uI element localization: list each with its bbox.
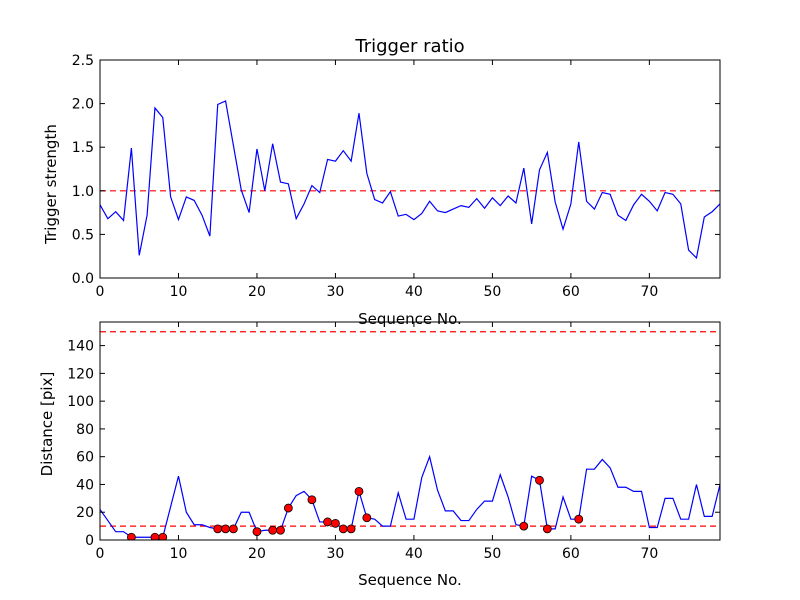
triggered-point xyxy=(323,517,332,527)
y-tick-label: 20 xyxy=(76,505,94,521)
y-axis-label: Distance [pix] xyxy=(38,372,56,477)
x-tick-label: 30 xyxy=(327,284,345,300)
plot-content xyxy=(100,331,720,540)
x-tick-label: 30 xyxy=(327,546,345,562)
x-tick-label: 50 xyxy=(483,284,501,300)
x-tick-label: 70 xyxy=(640,546,658,562)
triggered-point xyxy=(362,513,372,523)
triggered-point xyxy=(283,503,293,513)
triggered-point xyxy=(213,524,223,534)
triggered-point xyxy=(574,514,584,524)
x-tick-label: 60 xyxy=(562,546,580,562)
y-tick-label: 120 xyxy=(67,366,94,382)
series-line xyxy=(100,454,720,538)
x-tick-label: 0 xyxy=(96,284,105,300)
y-tick-label: 140 xyxy=(67,339,94,355)
triggered-point xyxy=(535,475,544,485)
y-tick-label: 0.0 xyxy=(72,271,94,287)
triggered-point xyxy=(354,487,364,496)
x-axis-label: Sequence No. xyxy=(358,571,462,589)
trigger-ratio-plot-area: 0 10 20 30 40 50 60 70 0.0 0.5 1.0 1.5 2.0 2.5 xyxy=(72,53,721,300)
y-tick-label: 0 xyxy=(85,533,94,549)
x-tick-label: 20 xyxy=(248,284,266,300)
distance-plot-area: 0 10 20 30 40 50 60 70 0 20 40 60 80 100 120 140 xyxy=(67,321,721,562)
x-tick-label: 0 xyxy=(96,546,105,562)
y-tick-label: 2.5 xyxy=(72,53,94,69)
triggered-point xyxy=(126,532,136,540)
plot-content xyxy=(100,100,720,260)
triggered-point xyxy=(268,525,278,535)
y-tick-label: 0.5 xyxy=(72,227,94,243)
y-tick-label: 80 xyxy=(76,422,94,438)
triggered-point xyxy=(229,524,238,534)
series-line xyxy=(100,100,720,260)
y-tick-label: 100 xyxy=(67,394,94,410)
axes-frame xyxy=(99,321,721,541)
y-tick-label: 40 xyxy=(76,477,94,493)
x-tick-label: 50 xyxy=(483,546,501,562)
triggered-point xyxy=(158,532,168,540)
chart-title: Trigger ratio xyxy=(354,36,464,57)
y-tick-label: 60 xyxy=(76,450,94,466)
x-tick-label: 10 xyxy=(170,546,188,562)
triggered-point xyxy=(519,521,529,531)
triggered-point xyxy=(542,524,552,534)
triggered-point xyxy=(276,525,285,535)
triggered-point xyxy=(221,524,230,534)
y-axis-label: Trigger strength xyxy=(42,124,60,245)
x-tick-label: 40 xyxy=(405,284,423,300)
x-tick-label: 40 xyxy=(405,546,423,562)
axes-frame xyxy=(99,59,721,279)
y-tick-label: 1.5 xyxy=(72,140,94,156)
x-tick-label: 20 xyxy=(248,546,266,562)
triggered-point xyxy=(331,518,340,528)
x-tick-label: 70 xyxy=(640,284,658,300)
y-tick-label: 1.0 xyxy=(72,184,94,200)
distance-chart: 0 10 20 30 40 50 60 70 0 20 40 60 80 100 120 140 Distan… xyxy=(38,321,721,589)
triggered-point xyxy=(346,524,356,534)
triggered-point xyxy=(338,524,348,534)
triggered-point xyxy=(252,527,262,537)
trigger-ratio-chart: Trigger ratio 0 10 20 30 40 50 60 70 0.0 0.5 1.0 1.… xyxy=(42,36,721,328)
x-tick-label: 60 xyxy=(562,284,580,300)
x-tick-label: 10 xyxy=(170,284,188,300)
x-axis-label: Sequence No. xyxy=(358,310,462,328)
triggered-point xyxy=(307,495,317,505)
y-tick-label: 2.0 xyxy=(72,97,94,113)
